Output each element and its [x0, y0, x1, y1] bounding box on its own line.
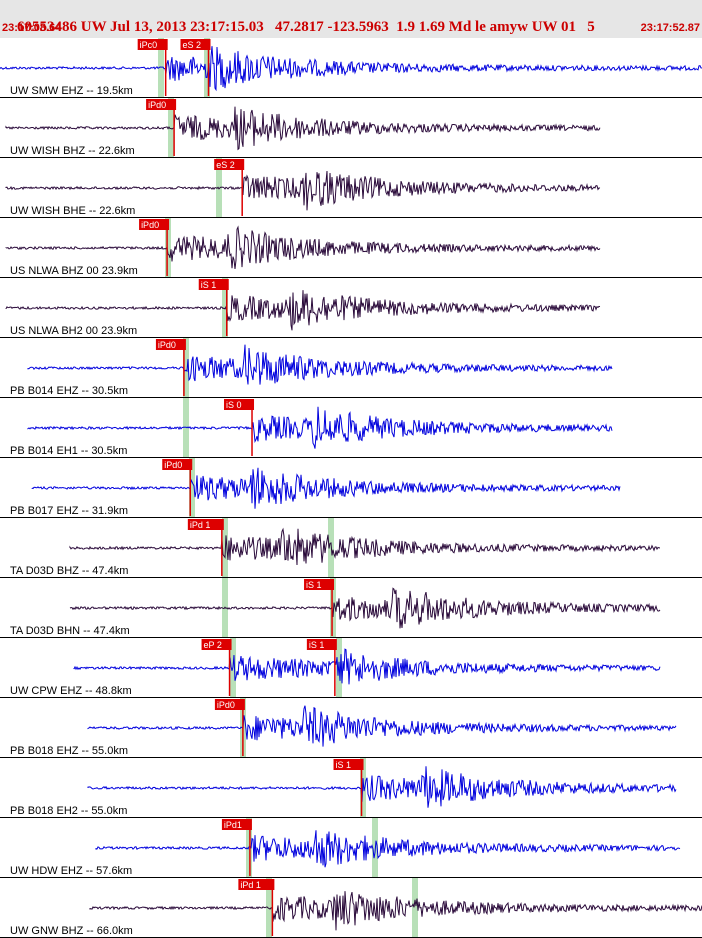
waveform-trace	[69, 527, 660, 566]
waveform-trace	[87, 766, 677, 808]
trace-label: UW WISH BHE -- 22.6km	[10, 205, 135, 217]
pick-label: iPd0	[158, 340, 176, 350]
waveform-trace	[0, 46, 702, 92]
trace-label: PB B014 EHZ -- 30.5km	[10, 385, 128, 397]
pick-label: iPc0	[140, 40, 158, 50]
pick-label: iPd0	[217, 700, 235, 710]
waveform-trace	[5, 106, 601, 151]
trace-label: UW CPW EHZ -- 48.8km	[10, 685, 132, 697]
pick-label: eS 2	[182, 40, 201, 50]
waveform-trace	[89, 891, 702, 931]
trace-label: PB B017 EHZ -- 31.9km	[10, 505, 128, 517]
pick-label: iS 1	[336, 760, 352, 770]
waveform-trace	[5, 290, 601, 331]
trace-label: PB B018 EHZ -- 55.0km	[10, 745, 128, 757]
pick-band	[168, 98, 174, 157]
pick-label-box	[304, 579, 335, 590]
trace-label: TA D03D BHN -- 47.4km	[10, 625, 130, 637]
event-count: 5	[587, 19, 595, 35]
pick-label-box	[333, 759, 364, 770]
time-end-label: 23:17:52.87	[640, 22, 700, 34]
waveform-trace	[95, 830, 681, 868]
waveform-trace	[69, 587, 661, 629]
seismogram-panel: iPc0 eS 2 UW SMW EHZ -- 19.5km iPd0 UW WISH …	[0, 38, 702, 938]
pick-label-box	[187, 519, 224, 530]
pick-label-box	[306, 639, 337, 650]
pick-label: iS 1	[309, 640, 325, 650]
trace-label: UW GNW BHZ -- 66.0km	[10, 925, 133, 937]
waveform-trace	[31, 467, 621, 509]
pick-label-box	[198, 279, 229, 290]
pick-label-box	[180, 39, 211, 50]
header-bar: 60553486 UW Jul 13, 2013 23:17:15.03 47.…	[0, 0, 702, 38]
pick-label: iS 1	[306, 580, 322, 590]
pick-label: iS 1	[201, 280, 217, 290]
time-start-label: 23:17:08.64	[2, 22, 62, 34]
pick-label: iPd 1	[190, 520, 211, 530]
trace-label: US NLWA BH2 00 23.9km	[10, 325, 137, 337]
waveform-trace	[27, 344, 613, 385]
waveform-trace	[5, 225, 601, 270]
waveform-trace	[87, 705, 677, 747]
pick-label-box	[214, 699, 245, 710]
pick-label-box	[221, 819, 252, 830]
pick-label-box	[137, 39, 168, 50]
trace-label: UW HDW EHZ -- 57.6km	[10, 865, 132, 877]
pick-label: iPd 1	[240, 880, 261, 890]
pick-label: iPd0	[141, 220, 159, 230]
pick-label: iPd0	[164, 460, 182, 470]
pick-band	[204, 38, 210, 97]
pick-band	[222, 278, 228, 337]
pick-label-box	[139, 219, 170, 230]
pick-band	[266, 878, 272, 937]
trace-label: UW WISH BHZ -- 22.6km	[10, 145, 135, 157]
pick-band	[330, 578, 336, 637]
trace-label: PB B014 EH1 -- 30.5km	[10, 445, 127, 457]
trace-label: PB B018 EH2 -- 55.0km	[10, 805, 127, 817]
pick-label-box	[162, 459, 193, 470]
waveform-trace	[27, 406, 613, 449]
pick-label-box	[224, 399, 255, 410]
pick-label: iPd1	[224, 820, 242, 830]
pick-label-box	[214, 159, 245, 170]
pick-label-box	[201, 639, 232, 650]
pick-label-box	[146, 99, 177, 110]
pick-label: iPd0	[148, 100, 166, 110]
pick-label-box	[238, 879, 275, 890]
pick-label: eP 2	[204, 640, 222, 650]
pick-label-box	[155, 339, 186, 350]
waveform-trace	[73, 648, 661, 685]
trace-label: US NLWA BHZ 00 23.9km	[10, 265, 138, 277]
pick-label: eS 2	[216, 160, 235, 170]
waveform-trace	[5, 170, 601, 211]
pick-band	[216, 158, 222, 217]
event-info: 60553486 UW Jul 13, 2013 23:17:15.03 47.…	[17, 19, 595, 35]
pick-band	[165, 218, 171, 277]
pick-band	[412, 878, 418, 937]
pick-label: iS 0	[226, 400, 242, 410]
trace-label: TA D03D BHZ -- 47.4km	[10, 565, 128, 577]
pick-band	[189, 458, 195, 517]
pick-band	[183, 338, 189, 397]
trace-label: UW SMW EHZ -- 19.5km	[10, 85, 133, 97]
